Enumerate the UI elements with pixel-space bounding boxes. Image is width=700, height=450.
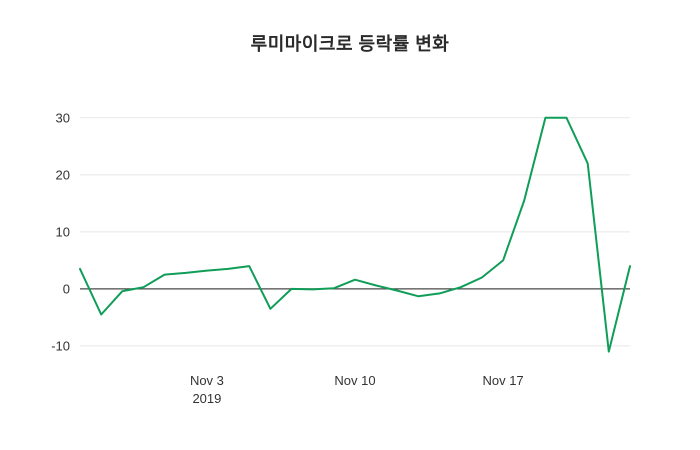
- y-tick-label: 20: [56, 167, 70, 182]
- y-tick-label: 10: [56, 224, 70, 239]
- y-tick-label: 0: [63, 281, 70, 296]
- y-tick-label: -10: [51, 338, 70, 353]
- x-tick-label: Nov 3: [190, 373, 224, 388]
- x-tick-label: Nov 17: [482, 373, 523, 388]
- x-tick-sublabel: 2019: [192, 391, 221, 406]
- chart-title: 루미마이크로 등락률 변화: [250, 34, 450, 54]
- x-tick-label: Nov 10: [334, 373, 375, 388]
- y-tick-label: 30: [56, 110, 70, 125]
- series-line: [79, 116, 631, 353]
